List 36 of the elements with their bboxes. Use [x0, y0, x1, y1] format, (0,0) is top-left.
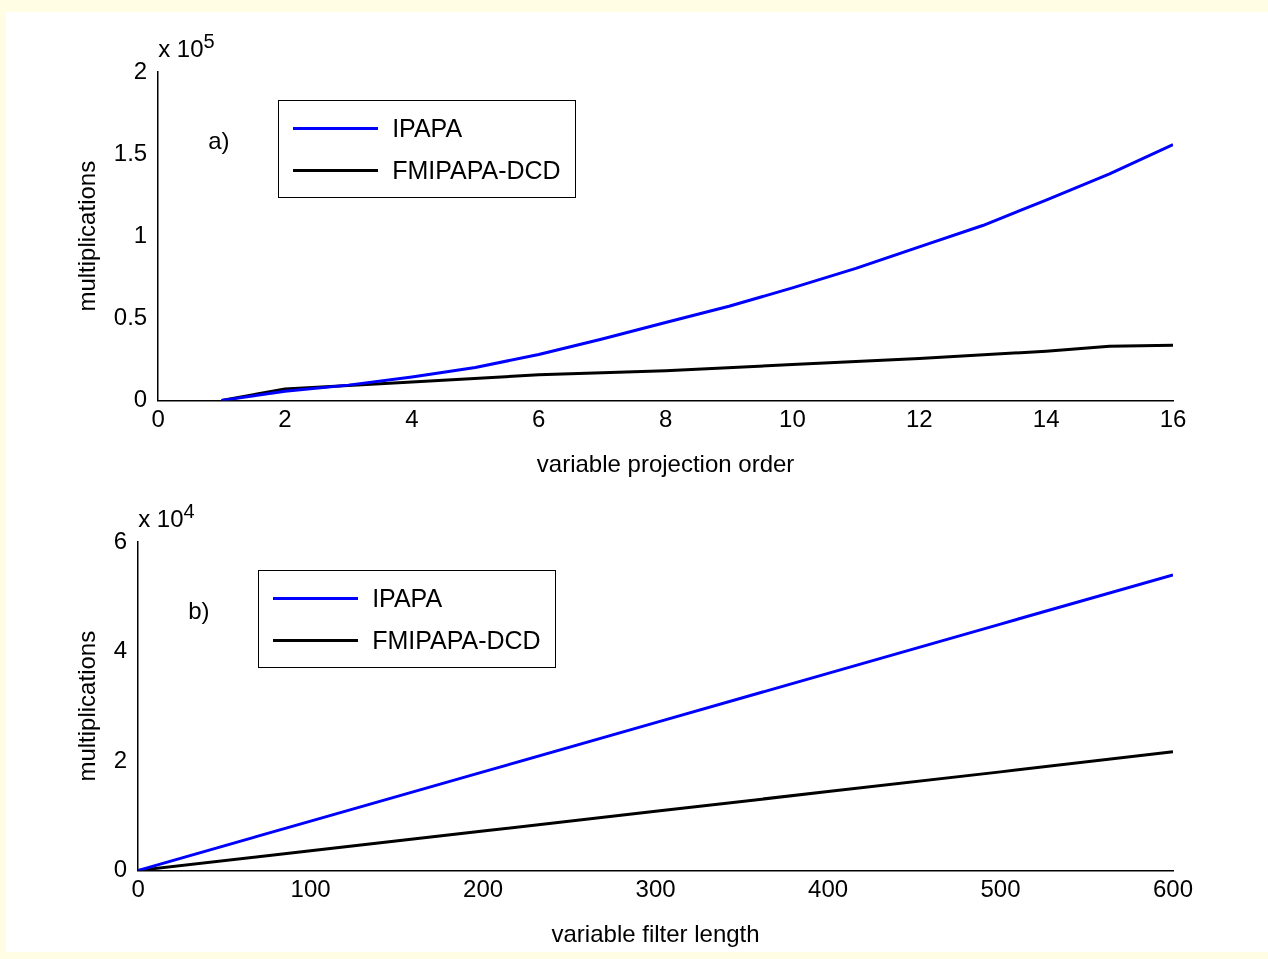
x-tick-label: 8 — [658, 405, 673, 433]
legend-label: IPAPA — [392, 113, 463, 143]
y-tick-label: 1 — [133, 220, 148, 248]
y-axis-title: multiplications — [73, 630, 101, 782]
annotation: a) — [208, 127, 230, 155]
text: x 10$^{5}$ — [158, 30, 215, 63]
y-tick-label: 2 — [133, 56, 148, 84]
x-tick-label: 2 — [278, 405, 292, 433]
x-tick-label: 500 — [980, 875, 1021, 903]
y-axis-title: multiplications — [73, 160, 101, 312]
y-tick-label: 6 — [113, 526, 128, 554]
x-axis-title: variable filter length — [551, 920, 760, 948]
y-tick-label: 0.5 — [113, 302, 148, 330]
legend-label: FMIPAPA-DCD — [392, 155, 561, 185]
y-tick-label: 2 — [113, 745, 128, 773]
y-tick-label: 4 — [113, 636, 128, 664]
legend-label: FMIPAPA-DCD — [372, 625, 541, 655]
y-tick-label: 0 — [113, 855, 128, 883]
x-tick-label: 0 — [151, 405, 165, 433]
x-tick-label: 100 — [290, 875, 331, 903]
x-tick-label: 300 — [635, 875, 676, 903]
x-axis-title: variable projection order — [536, 450, 795, 478]
x-tick-label: 16 — [1159, 405, 1187, 433]
y-tick-label: 0 — [133, 385, 148, 413]
x-tick-label: 14 — [1032, 405, 1060, 433]
y-tick-label: 1.5 — [113, 138, 148, 166]
x-tick-label: 6 — [532, 405, 546, 433]
annotation: b) — [188, 597, 210, 625]
x-tick-label: 10 — [779, 405, 806, 433]
x-tick-label: 200 — [463, 875, 504, 903]
text: x 10$^{4}$ — [138, 500, 195, 533]
x-tick-label: 4 — [405, 405, 419, 433]
legend-label: IPAPA — [372, 583, 443, 613]
x-tick-label: 600 — [1152, 875, 1194, 903]
x-tick-label: 12 — [905, 405, 933, 433]
x-tick-label: 400 — [808, 875, 849, 903]
